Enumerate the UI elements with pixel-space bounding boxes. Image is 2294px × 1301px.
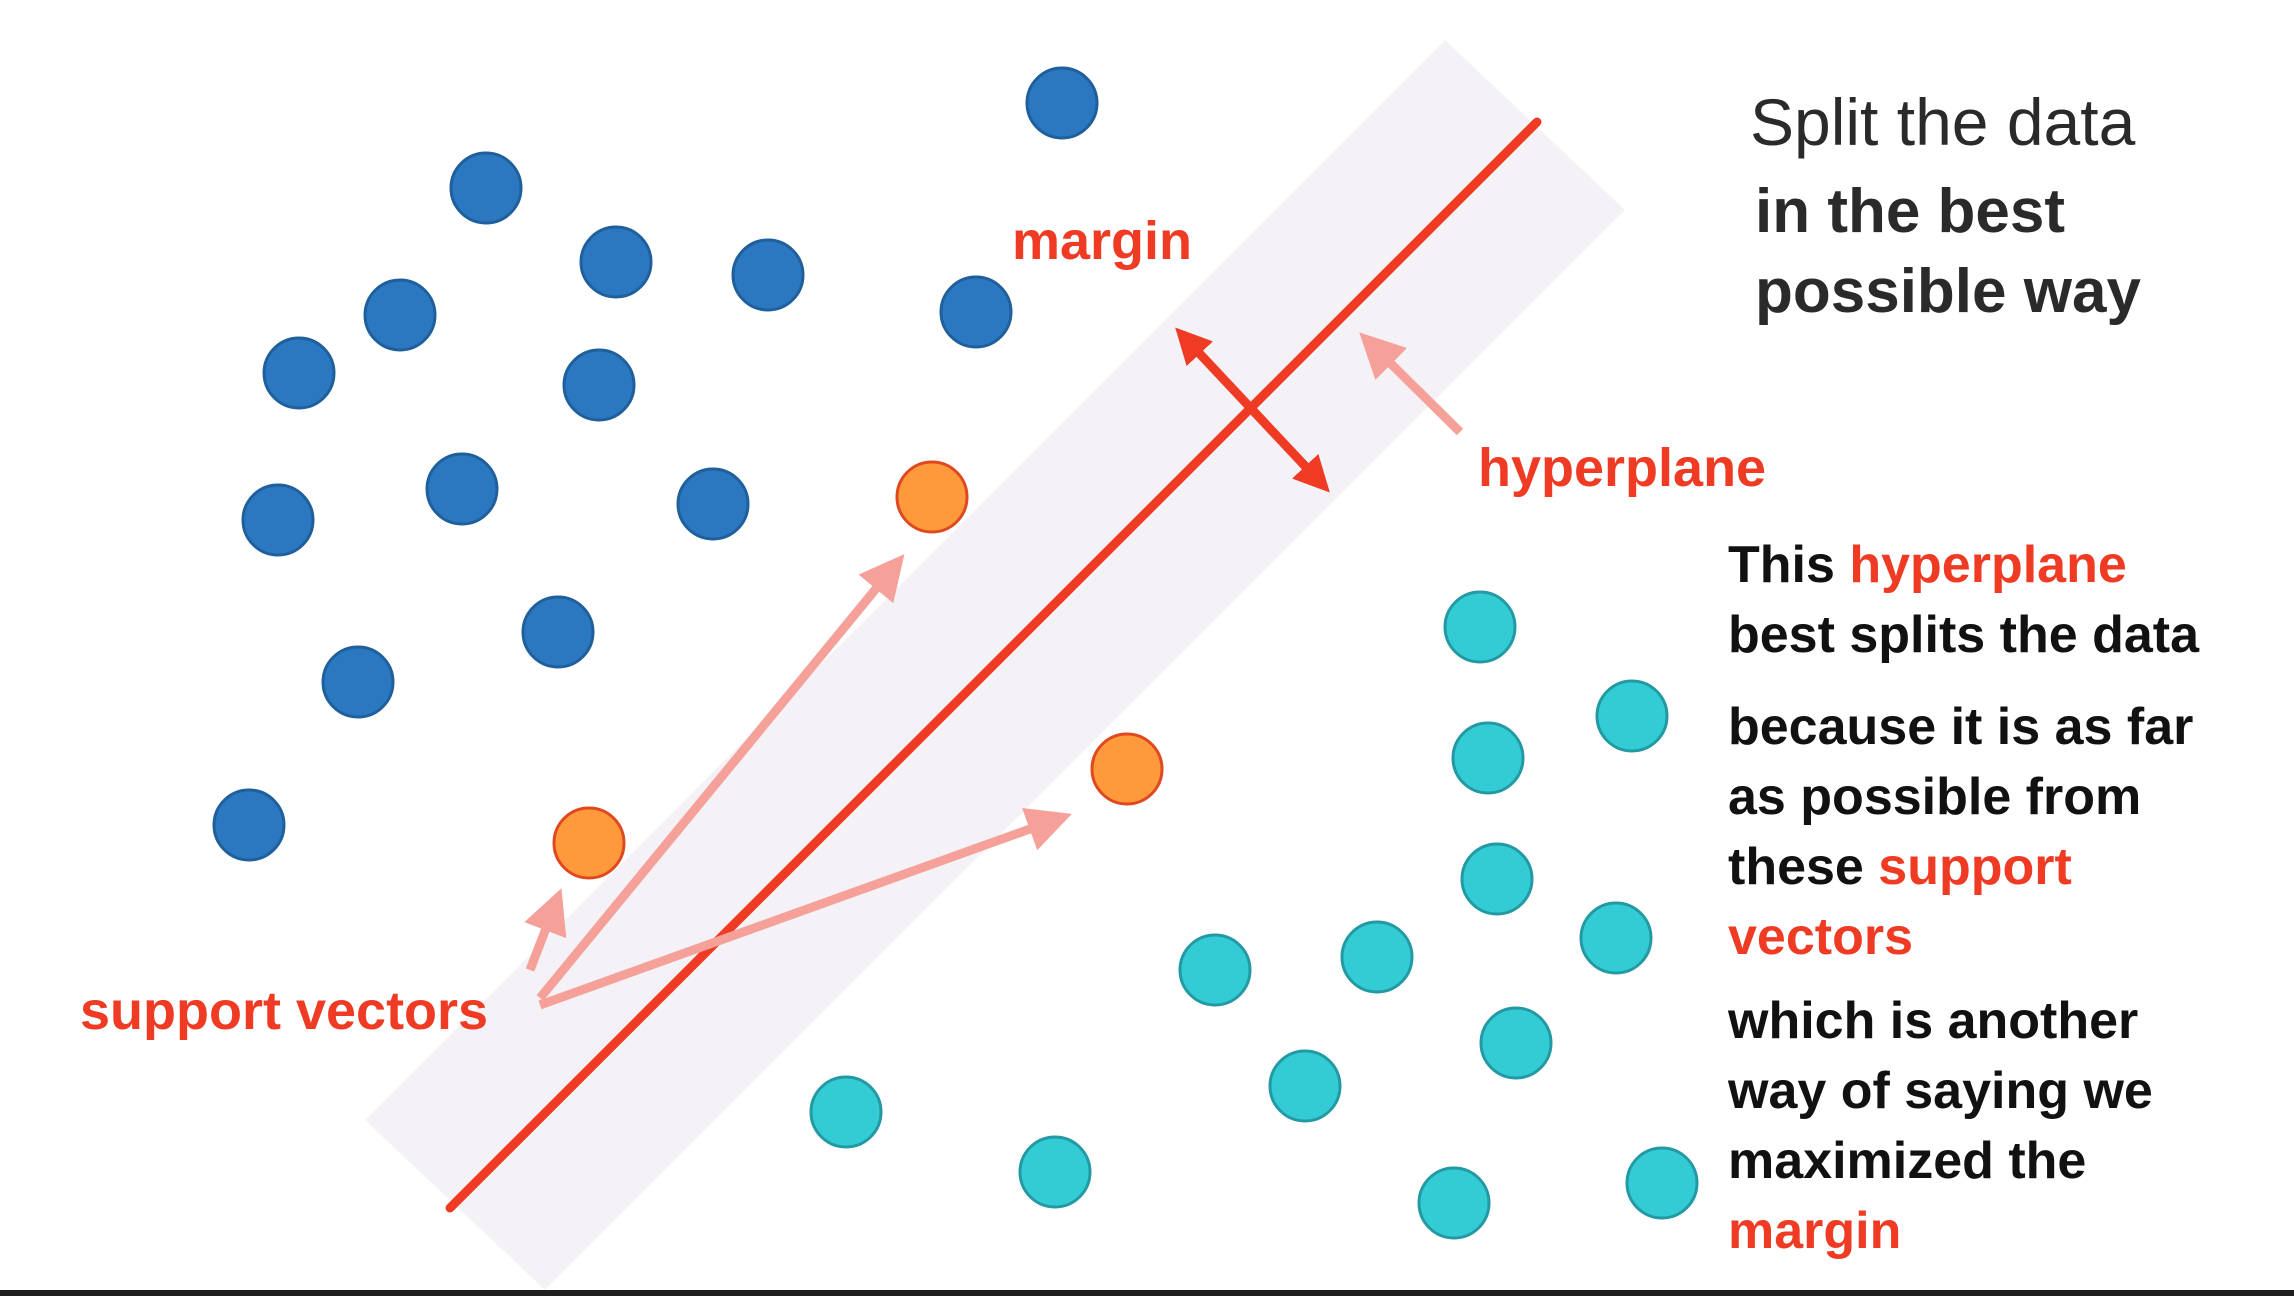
data-point-class-b [1460,842,1534,916]
data-point-class-b [1417,1166,1491,1240]
data-point-class-a [425,452,499,526]
expl-text: these [1728,838,1879,896]
expl-highlight: vectors [1728,908,1913,966]
expl-text: maximized the [1728,1132,2087,1190]
expl-text: which is another [1728,992,2139,1050]
data-point-class-a [676,467,750,541]
data-point-class-a [1025,66,1099,140]
bottom-bar [0,1290,2294,1296]
hyperplane-pointer-arrow [1359,332,1464,436]
support-vector-point [895,460,969,534]
data-point-class-a [449,151,523,225]
expl-text: as possible from [1728,768,2142,826]
data-point-class-a [521,595,595,669]
data-points [212,66,1699,1240]
support-vector-point [1090,732,1164,806]
data-point-class-b [809,1075,883,1149]
expl-text: This [1728,536,1850,594]
data-point-class-b [1443,590,1517,664]
support-arrow-1 [524,888,567,972]
expl-highlight: margin [1728,1202,1902,1260]
explanation-paragraph-3: which is another way of saying we maximi… [1728,986,2153,1266]
hyperplane-label: hyperplane [1478,438,1767,498]
data-point-class-b [1340,920,1414,994]
heading-line-2: in the best [1755,177,2066,246]
data-point-class-b [1479,1006,1553,1080]
data-point-class-a [562,348,636,422]
heading-line-1: Split the data [1750,85,2136,159]
data-point-class-a [262,336,336,410]
hyperplane-line [445,117,1542,1213]
data-point-class-b [1018,1135,1092,1209]
heading-line-2-3: in the best possible way [1755,172,2141,332]
data-point-class-b [1625,1146,1699,1220]
data-point-class-a [212,788,286,862]
data-point-class-a [731,238,805,312]
support-vectors-label: support vectors [80,981,489,1041]
support-arrow-3 [538,807,1072,1010]
data-point-class-b [1268,1049,1342,1123]
margin-label: margin [1012,211,1193,271]
expl-highlight: hyperplane [1849,536,2127,594]
expl-highlight: support [1878,838,2072,896]
margin-arrow [1175,327,1330,493]
heading-line-3: possible way [1755,257,2141,326]
explanation-paragraph-1: This hyperplane best splits the data [1728,530,2199,670]
data-point-class-b [1451,721,1525,795]
support-vector-point [552,806,626,880]
data-point-class-a [579,225,653,299]
data-point-class-a [321,645,395,719]
support-arrow-2 [536,554,905,1001]
data-point-class-a [363,278,437,352]
data-point-class-b [1579,901,1653,975]
expl-text: way of saying we [1728,1062,2153,1120]
explanation-paragraph-2: because it is as far as possible from th… [1728,692,2193,972]
data-point-class-b [1178,933,1252,1007]
expl-text: because it is as far [1728,698,2194,756]
data-point-class-b [1595,679,1669,753]
expl-text: best splits the data [1728,606,2199,664]
data-point-class-a [939,275,1013,349]
data-point-class-a [241,483,315,557]
